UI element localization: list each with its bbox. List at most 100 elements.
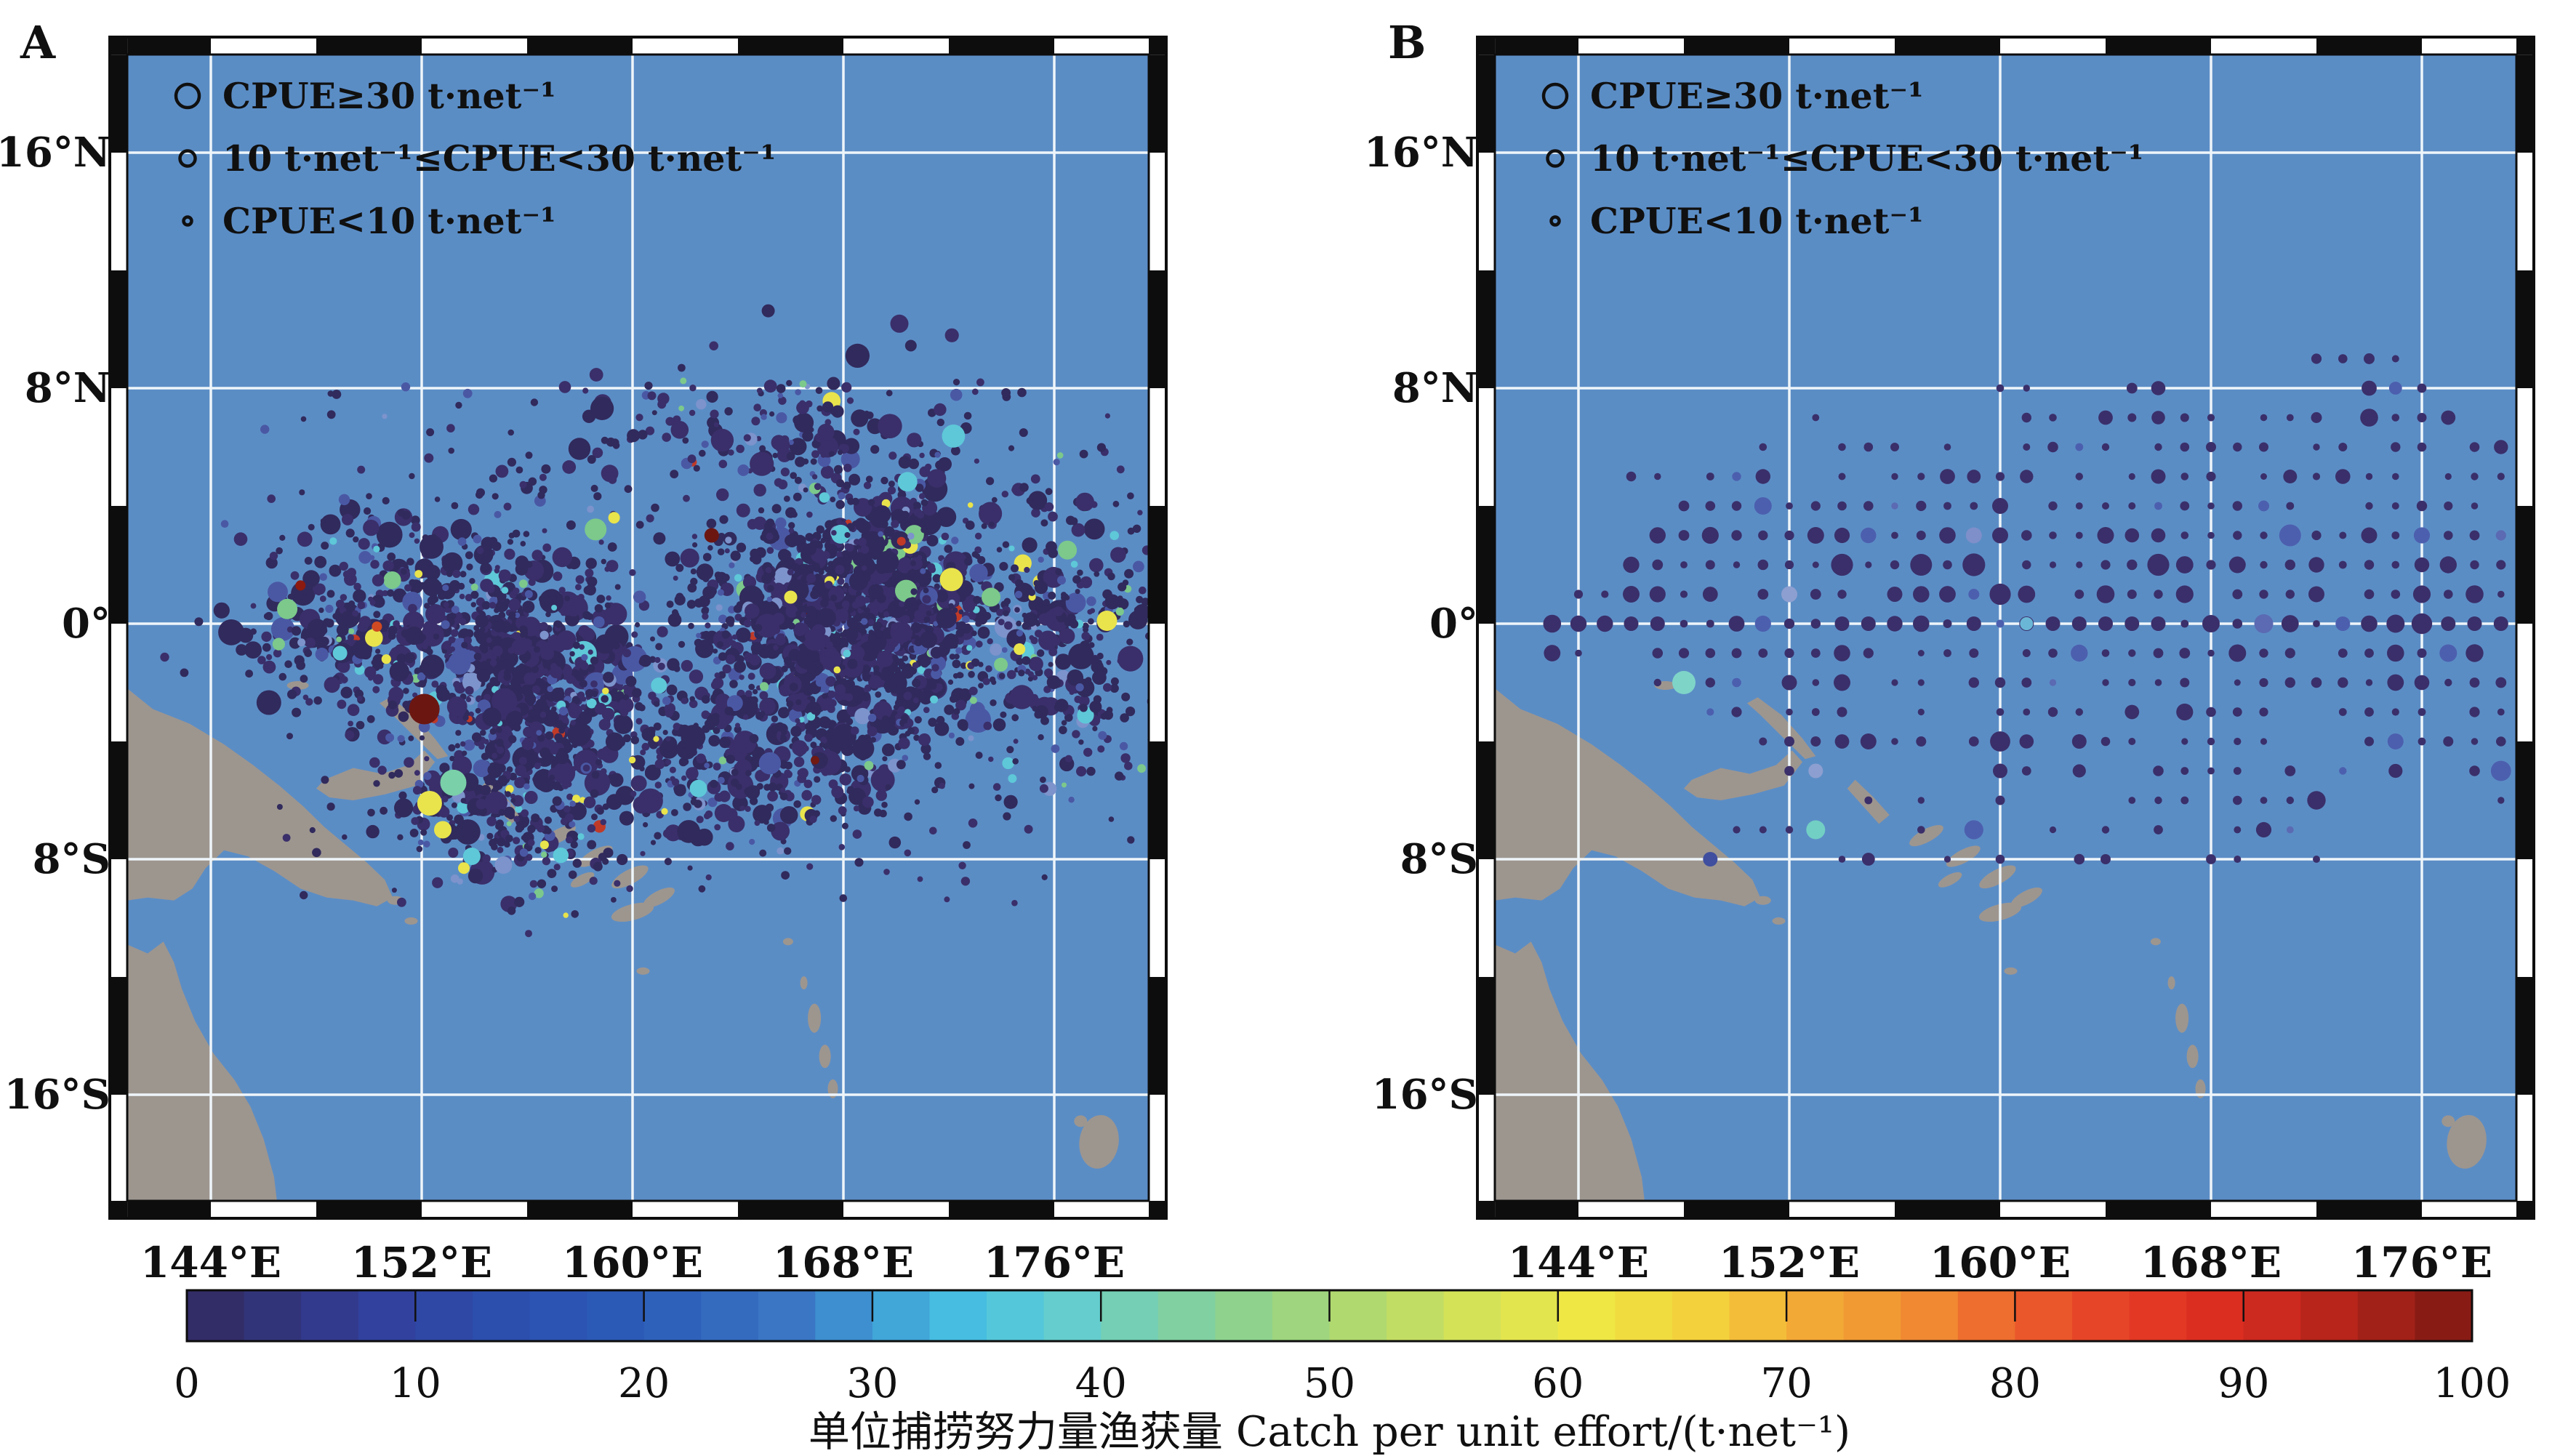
cpue-point [468,504,480,515]
cpue-point [795,456,806,467]
cpue-point [439,763,450,773]
cpue-point [380,806,388,815]
cpue-point [611,438,619,447]
grid-cell-dot [2444,531,2453,540]
cpue-point [794,476,802,484]
neatline-dash [110,977,127,1095]
cpue-point [689,385,697,392]
cpue-point [950,388,963,401]
cpue-point [462,388,473,398]
cpue-point [777,480,783,486]
cpue-point [883,526,895,537]
cpue-point [653,736,659,742]
cpue-point [579,680,587,688]
cpue-point [1064,595,1070,600]
cpue-point [922,595,931,604]
cpue-point [486,637,492,643]
cpue-point [987,638,993,645]
island [636,967,650,975]
grid-cell-dot [1810,501,1821,511]
grid-cell-dot [2259,648,2268,658]
colorbar-segment [2015,1290,2073,1341]
cpue-point [665,709,673,718]
cpue-highlight-point [462,848,481,865]
cpue-point [680,377,687,385]
cpue-point [260,425,270,434]
cpue-point [841,382,852,393]
cpue-point [765,566,772,574]
cpue-point [981,523,987,529]
cpue-point [1133,606,1140,613]
cpue-point [572,858,582,868]
grid-cell-dot [2417,442,2427,452]
cpue-point [1048,591,1056,600]
cpue-point [771,821,790,841]
cpue-point [1016,620,1022,627]
cpue-point [270,617,295,641]
neatline-dash [127,1201,211,1218]
grid-cell-dot [2495,530,2506,541]
cpue-point [759,711,766,717]
grid-cell-dot [1759,826,1767,834]
cpue-point [779,787,786,793]
cpue-point [626,885,633,893]
cpue-point [369,599,376,606]
grid-cell-highlight-dot [1754,497,1772,515]
cpue-point [286,733,293,740]
cpue-point [1083,747,1093,757]
cpue-point [990,643,1002,656]
grid-cell-dot [2147,553,2170,576]
cpue-point [670,470,679,479]
cpue-point [494,565,500,571]
grid-cell-dot [1758,648,1768,658]
cpue-point [1118,582,1127,592]
grid-cell-dot [2098,410,2113,425]
cpue-point [756,771,766,780]
cpue-point [721,645,727,651]
grid-cell-dot [2207,414,2215,422]
cpue-point [814,776,821,783]
cpue-point [656,753,664,760]
panel-b: CPUE≥30 t·net⁻¹10 t·net⁻¹≤CPUE<30 t·net⁻… [1364,16,2535,1287]
cpue-point [536,730,542,736]
cpue-point [511,638,529,656]
grid-cell-dot [2391,442,2401,452]
neatline-dash [127,37,211,55]
cpue-point [725,536,732,544]
cpue-point [409,829,419,837]
cpue-point [515,555,529,569]
neatline-dash [1477,977,1495,1095]
cpue-point [944,896,950,903]
cpue-point [630,736,639,744]
grid-cell-dot [1863,648,1874,659]
cpue-point [534,888,544,898]
cpue-point [774,438,790,454]
cpue-point [419,735,425,741]
grid-cell-dot [2049,531,2057,539]
grid-cell-dot [2075,443,2084,451]
cpue-point [590,789,599,798]
cpue-point [593,616,605,628]
cpue-point [218,619,244,645]
cpue-point [687,583,697,593]
cpue-point [347,634,354,641]
cpue-point [220,520,229,528]
cpue-point [689,409,696,417]
cpue-point [810,590,819,600]
cpue-point [451,831,460,840]
cpue-point [527,839,535,847]
cpue-point [836,518,843,525]
cpue-point [755,614,779,638]
island [819,1045,831,1069]
cpue-point [388,686,404,702]
cpue-point [515,805,523,813]
colorbar-tick-label: 50 [1304,1360,1355,1407]
cpue-point [793,757,805,768]
cpue-point [404,652,415,664]
cpue-point [798,635,806,643]
cpue-point [810,458,817,465]
cpue-point [1028,491,1048,510]
grid-cell-dot [1781,675,1797,691]
cpue-point [907,727,915,735]
cpue-point [862,574,871,582]
